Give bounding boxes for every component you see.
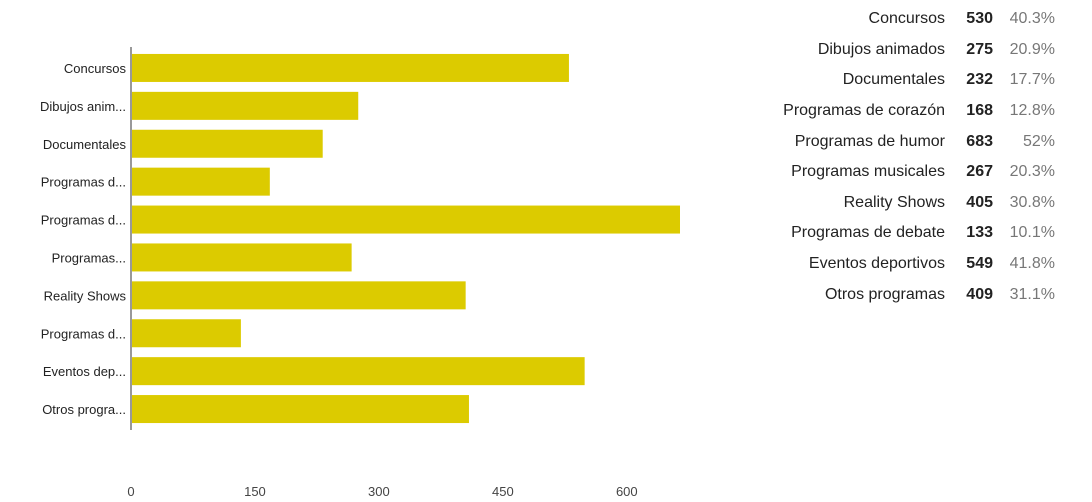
summary-percent: 12.8% xyxy=(1009,102,1055,120)
bar xyxy=(132,167,270,196)
category-tick-label: Otros progra... xyxy=(42,402,126,417)
summary-percent: 30.8% xyxy=(1009,193,1055,211)
summary-percent: 40.3% xyxy=(1009,10,1055,28)
summary-percent: 31.1% xyxy=(1009,285,1055,303)
summary-count: 549 xyxy=(966,255,993,273)
bar xyxy=(132,281,466,310)
summary-row: Dibujos animados 275 20.9% xyxy=(700,35,1055,66)
summary-label: Eventos deportivos xyxy=(808,255,945,273)
summary-label: Programas de humor xyxy=(794,132,945,150)
summary-label: Concursos xyxy=(868,10,945,28)
summary-row: Otros programas 409 31.1% xyxy=(700,279,1055,310)
bar xyxy=(132,205,680,234)
summary-row: Programas musicales 267 20.3% xyxy=(700,157,1055,188)
summary-percent: 17.7% xyxy=(1009,71,1055,89)
x-tick-label: 0 xyxy=(127,484,134,499)
summary-percent: 52% xyxy=(1022,132,1055,150)
summary-row: Eventos deportivos 549 41.8% xyxy=(700,249,1055,280)
x-tick-label: 600 xyxy=(616,484,638,499)
category-tick-label: Dibujos anim... xyxy=(40,99,126,114)
category-tick-label: Programas d... xyxy=(41,213,126,228)
category-tick-label: Programas d... xyxy=(41,326,126,341)
summary-label: Documentales xyxy=(842,71,945,89)
category-tick-label: Programas... xyxy=(52,250,126,265)
x-tick-label: 150 xyxy=(244,484,266,499)
bar xyxy=(132,357,585,386)
category-tick-label: Programas d... xyxy=(41,175,126,190)
x-tick-label: 300 xyxy=(368,484,390,499)
category-tick-label: Concursos xyxy=(64,61,127,76)
bar xyxy=(132,319,241,348)
summary-count: 409 xyxy=(966,285,993,303)
summary-count: 405 xyxy=(966,193,993,211)
summary-percent: 20.3% xyxy=(1009,163,1055,181)
category-tick-label: Reality Shows xyxy=(44,288,127,303)
summary-percent: 41.8% xyxy=(1009,255,1055,273)
bar xyxy=(132,395,469,424)
summary-table: Concursos 530 40.3% Dibujos animados 275 20.9… xyxy=(700,4,1055,310)
bar xyxy=(132,243,352,272)
x-tick-label: 450 xyxy=(492,484,514,499)
summary-label: Dibujos animados xyxy=(817,40,945,58)
summary-count: 267 xyxy=(966,163,993,181)
summary-count: 683 xyxy=(966,132,993,150)
bar-chart: Concursos Dibujos anim... Documentales Prog… xyxy=(40,47,680,499)
summary-row: Programas de corazón 168 12.8% xyxy=(700,96,1055,127)
category-tick-label: Eventos dep... xyxy=(43,364,126,379)
summary-row: Documentales 232 17.7% xyxy=(700,65,1055,96)
category-tick-label: Documentales xyxy=(43,137,127,152)
summary-row: Programas de debate 133 10.1% xyxy=(700,218,1055,249)
summary-label: Programas de debate xyxy=(791,224,945,242)
summary-label: Otros programas xyxy=(824,285,945,303)
summary-label: Programas musicales xyxy=(791,163,945,181)
summary-count: 530 xyxy=(966,10,993,28)
summary-label: Programas de corazón xyxy=(783,102,945,120)
summary-count: 133 xyxy=(966,224,993,242)
summary-row: Reality Shows 405 30.8% xyxy=(700,188,1055,219)
summary-count: 168 xyxy=(966,102,993,120)
summary-count: 275 xyxy=(966,40,993,58)
bar xyxy=(132,129,323,158)
summary-count: 232 xyxy=(966,71,993,89)
bar xyxy=(132,53,569,82)
summary-label: Reality Shows xyxy=(843,193,945,211)
summary-percent: 10.1% xyxy=(1009,224,1055,242)
summary-row: Programas de humor 683 52% xyxy=(700,126,1055,157)
bar-chart-area: Concursos Dibujos anim... Documentales Prog… xyxy=(40,47,680,499)
summary-percent: 20.9% xyxy=(1009,40,1055,58)
bar xyxy=(132,91,359,120)
summary-row: Concursos 530 40.3% xyxy=(700,4,1055,35)
